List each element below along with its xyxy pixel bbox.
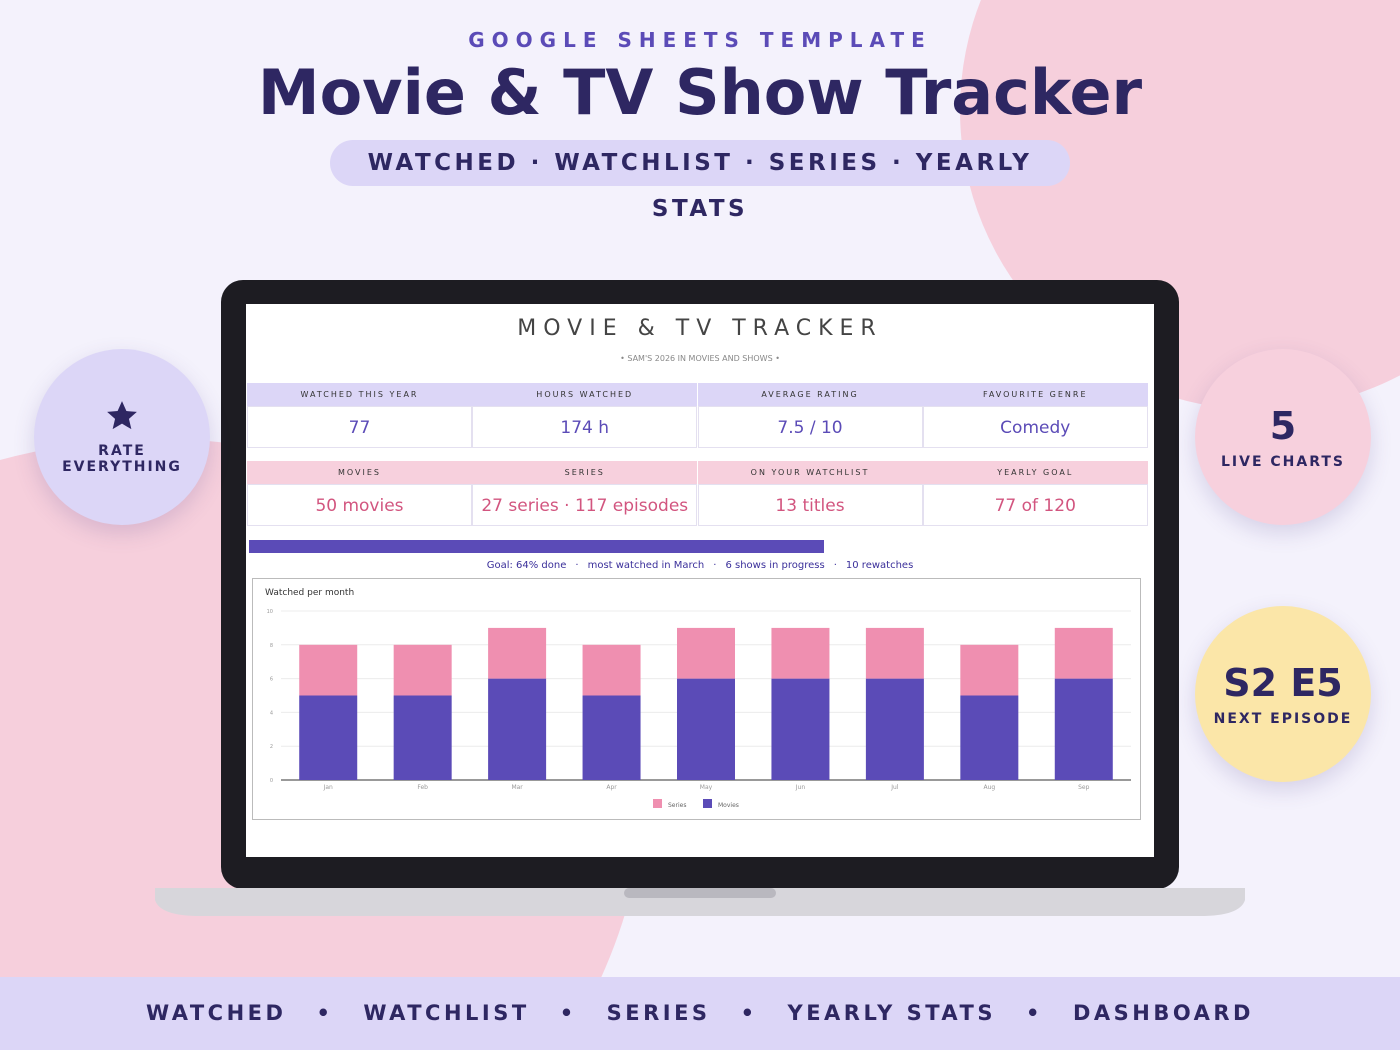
stat-value: 27 series · 117 episodes	[472, 484, 698, 526]
y-tick-label: 10	[267, 609, 273, 615]
bar-segment	[677, 627, 735, 679]
sheet-title: MOVIE & TV TRACKER	[517, 316, 883, 341]
stat-label: ON YOUR WATCHLIST	[697, 461, 923, 484]
separator: ·	[833, 560, 837, 571]
charts-badge: 5 LIVE CHARTS	[1195, 349, 1371, 525]
highlight: 6 shows in progress	[725, 560, 825, 571]
bar-segment	[865, 627, 924, 679]
stat-label: YEARLY GOAL	[922, 461, 1148, 484]
badge-label: NEXT EPISODE	[1213, 711, 1353, 727]
nav-item: WATCHLIST	[363, 1001, 530, 1025]
separator: •	[740, 1001, 758, 1025]
rate-badge: RATE EVERYTHING	[34, 349, 210, 525]
stat-label: MOVIES	[247, 461, 472, 484]
y-tick-label: 8	[270, 643, 273, 649]
x-tick-label: Jan	[323, 784, 333, 791]
x-tick-label: Aug	[983, 784, 995, 791]
sheet-subtitle: • SAM'S 2026 IN MOVIES AND SHOWS •	[620, 354, 780, 363]
stat-value: 7.5 / 10	[697, 406, 923, 448]
x-tick-label: Jun	[795, 784, 806, 791]
bar-segment	[393, 644, 452, 696]
stat-value: 174 h	[472, 406, 698, 448]
x-tick-label: Feb	[417, 784, 428, 791]
nav-item: SERIES	[606, 1001, 711, 1025]
footer-nav: WATCHED • WATCHLIST • SERIES • YEARLY STATS • DA…	[0, 977, 1400, 1050]
x-tick-label: Apr	[606, 784, 617, 791]
badge-line: EVERYTHING	[62, 459, 182, 475]
highlight: most watched in March	[587, 560, 705, 571]
separator: ·	[713, 560, 717, 571]
chart-title: Watched per month	[265, 588, 354, 598]
nav-item: DASHBOARD	[1072, 1001, 1254, 1025]
badge-number: 5	[1269, 404, 1297, 448]
feature-pill: WATCHED · WATCHLIST · SERIES · YEARLY ST…	[330, 140, 1070, 222]
highlight: 10 rewatches	[845, 560, 914, 571]
separator: •	[316, 1001, 334, 1025]
y-tick-label: 2	[270, 744, 273, 750]
badge-line: RATE	[98, 443, 146, 459]
highlight: Goal: 64% done	[486, 560, 567, 571]
chart-frame: Watched per month 0 2 4 6 8 10 Jan Feb Mar Apr May…	[252, 578, 1141, 820]
bar-segment	[865, 678, 924, 780]
progress-track	[249, 540, 1147, 553]
spreadsheet: MOVIE & TV TRACKER • SAM'S 2026 IN MOVIE…	[246, 304, 1154, 857]
stat-label: SERIES	[472, 461, 698, 484]
episode-badge: S2 E5 NEXT EPISODE	[1195, 606, 1371, 782]
stat-value: 77 of 120	[922, 484, 1148, 526]
bar-segment	[677, 678, 735, 780]
legend-swatch	[653, 799, 662, 808]
bar-segment	[771, 678, 830, 780]
bar-segment	[488, 627, 547, 679]
bar-segment	[488, 678, 547, 780]
bar-segment	[1054, 627, 1113, 679]
x-tick-label: Jul	[890, 784, 899, 791]
laptop-base	[155, 888, 1245, 916]
stat-value: Comedy	[922, 406, 1148, 448]
stat-value: 77	[247, 406, 472, 448]
y-tick-label: 0	[270, 778, 273, 784]
bar-segment	[582, 644, 641, 696]
headline: Movie & TV Show Tracker	[257, 56, 1143, 129]
progress-bar	[249, 540, 824, 553]
laptop-notch	[624, 888, 776, 898]
bar-segment	[960, 695, 1019, 780]
badge-label: LIVE CHARTS	[1220, 454, 1345, 470]
separator: •	[559, 1001, 577, 1025]
stat-value: 13 titles	[697, 484, 923, 526]
legend-swatch	[703, 799, 712, 808]
y-tick-label: 4	[270, 710, 273, 716]
stat-label: WATCHED THIS YEAR	[247, 383, 472, 406]
separator: ·	[575, 560, 579, 571]
legend-label: Series	[668, 802, 686, 809]
x-tick-label: May	[700, 784, 713, 791]
stat-label: FAVOURITE GENRE	[922, 383, 1148, 406]
stat-value: 50 movies	[247, 484, 472, 526]
bar-segment	[1054, 678, 1113, 780]
y-tick-label: 6	[270, 677, 273, 683]
separator: •	[1026, 1001, 1043, 1025]
legend-label: Movies	[718, 802, 739, 809]
highlights: Goal: 64% done · most watched in March · 6 s…	[246, 560, 1154, 571]
stat-label: AVERAGE RATING	[697, 383, 923, 406]
nav-item: WATCHED	[146, 1001, 287, 1025]
chart: Watched per month 0 2 4 6 8 10 Jan Feb Mar Apr May…	[265, 588, 1131, 809]
x-tick-label: Mar	[511, 784, 523, 791]
stat-label: HOURS WATCHED	[472, 383, 698, 406]
bar-segment	[771, 627, 830, 679]
eyebrow: GOOGLE SHEETS TEMPLATE	[468, 28, 932, 52]
bar-segment	[960, 644, 1019, 696]
badge-number: S2 E5	[1223, 661, 1343, 705]
bar-segment	[582, 695, 641, 780]
bar-segment	[299, 644, 358, 696]
nav-item: YEARLY STATS	[787, 1001, 996, 1025]
bar-segment	[393, 695, 452, 780]
bar-segment	[299, 695, 358, 780]
x-tick-label: Sep	[1078, 784, 1090, 791]
star-icon	[107, 401, 137, 430]
